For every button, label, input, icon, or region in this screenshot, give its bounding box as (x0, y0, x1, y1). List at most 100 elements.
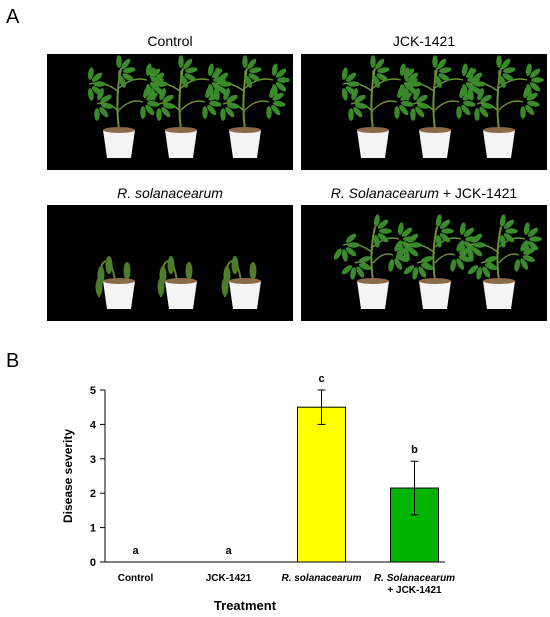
plant-leaflet (432, 55, 438, 68)
plant-leaflet (413, 88, 420, 101)
plant-leaflet (473, 81, 486, 87)
plant-7 (157, 256, 197, 309)
plant-leaflet (209, 100, 222, 107)
photo-title-control: Control (147, 33, 193, 49)
plant-leaflet (439, 219, 451, 229)
plant-leaflet (467, 67, 474, 80)
plant-leaflet (476, 267, 483, 280)
plant-leaflet (461, 104, 471, 116)
wilted-leaf (185, 262, 193, 280)
plant-branch (498, 100, 524, 111)
plant-leaflet (523, 222, 530, 235)
plant-leaflet (355, 102, 368, 109)
significance-label-2: c (318, 373, 324, 385)
photo-jck (301, 54, 547, 170)
plant-leaflet (403, 88, 410, 101)
plant-pot (229, 281, 261, 309)
plant-leaflet (439, 233, 451, 243)
plant-leaflet (467, 265, 479, 275)
plant-leaflet (351, 88, 358, 101)
plant-leaflet (529, 82, 541, 92)
plant-leaflet (341, 88, 348, 101)
wilted-leaf (105, 256, 113, 274)
plant-branch (244, 100, 270, 111)
plant-leaflet (122, 73, 134, 82)
plant-leaflet (248, 73, 260, 82)
plant-leaflet (403, 249, 410, 262)
plant-leaflet (463, 100, 476, 107)
plant-leaflet (341, 249, 348, 262)
plant-leaflet (394, 240, 403, 252)
plant-8 (221, 256, 261, 309)
plant-leaflet (416, 94, 428, 103)
plant-leaflet (213, 67, 220, 80)
plant-leaflet (407, 233, 419, 243)
plant-leaflet (354, 94, 366, 103)
plant-pot (229, 130, 261, 158)
plant-stem (242, 67, 248, 131)
plant-leaflet (505, 228, 518, 234)
photo-title-rs-jck: R. Solanacearum + JCK-1421 (301, 185, 547, 201)
plant-9 (333, 214, 416, 309)
plant-leaflet (437, 58, 447, 70)
plant-leaflet (123, 67, 136, 74)
y-tick-label: 1 (90, 523, 96, 535)
plant-leaflet (522, 248, 535, 255)
category-label-2: R. solanacearum (281, 573, 361, 584)
plant-stem (116, 67, 122, 131)
y-tick-label: 5 (90, 385, 96, 397)
category-label-0: Control (118, 573, 154, 584)
pot-soil (483, 278, 515, 284)
plant-leaflet (275, 82, 287, 92)
plant-leaflet (520, 106, 526, 119)
y-tick-label: 4 (90, 419, 97, 431)
plant-leaflet (247, 58, 257, 70)
plant-leaflet (499, 235, 506, 248)
plant-pot (419, 281, 451, 309)
pot-soil (229, 278, 261, 284)
plant-leaflet (156, 108, 162, 121)
plant-leaflet (499, 214, 506, 227)
plant-leaflet (220, 108, 226, 121)
plant-leaflet (162, 94, 174, 103)
plant-leaflet (388, 259, 395, 272)
plant-leaflet (529, 68, 541, 78)
plant-leaflet (350, 267, 357, 280)
plant-2 (213, 55, 290, 158)
plant-leaflet (407, 247, 419, 257)
plant-leaflet (438, 73, 450, 82)
plant-1 (149, 55, 226, 158)
plant-leaflet (527, 227, 539, 237)
significance-label-3: b (411, 444, 418, 456)
plant-leaflet (520, 240, 529, 252)
plant-leaflet (373, 214, 380, 227)
pot-soil (165, 278, 197, 284)
plant-leaflet (213, 88, 220, 101)
plant-leaflet (245, 75, 252, 88)
plant-leaflet (417, 102, 430, 109)
pot-soil (103, 278, 135, 284)
plant-leaflet (459, 86, 466, 99)
plant-leaflet (441, 228, 454, 234)
wilted-leaf (157, 278, 165, 296)
plant-leaflet (525, 104, 535, 116)
plant-leaflet (499, 75, 506, 88)
plant-branch (354, 261, 374, 272)
plant-leaflet (223, 88, 230, 101)
photo-title-rs: R. solanacearum (117, 185, 223, 201)
plant-stem (370, 67, 376, 131)
plant-leaflet (514, 259, 521, 272)
plant-leaflet (522, 255, 535, 262)
pot-soil (103, 127, 135, 133)
photo-title-jck: JCK-1421 (392, 33, 456, 49)
plant-leaflet (420, 256, 433, 263)
plant-leaflet (155, 81, 168, 87)
plant-leaflet (379, 228, 392, 234)
plant-leaflet (202, 106, 208, 119)
plant-leaflet (219, 81, 232, 87)
photo-illustration (333, 214, 542, 309)
significance-label-0: a (132, 545, 139, 557)
photo-rs-jck (301, 205, 547, 321)
plant-branch (180, 100, 206, 111)
plant-leaflet (347, 242, 360, 248)
